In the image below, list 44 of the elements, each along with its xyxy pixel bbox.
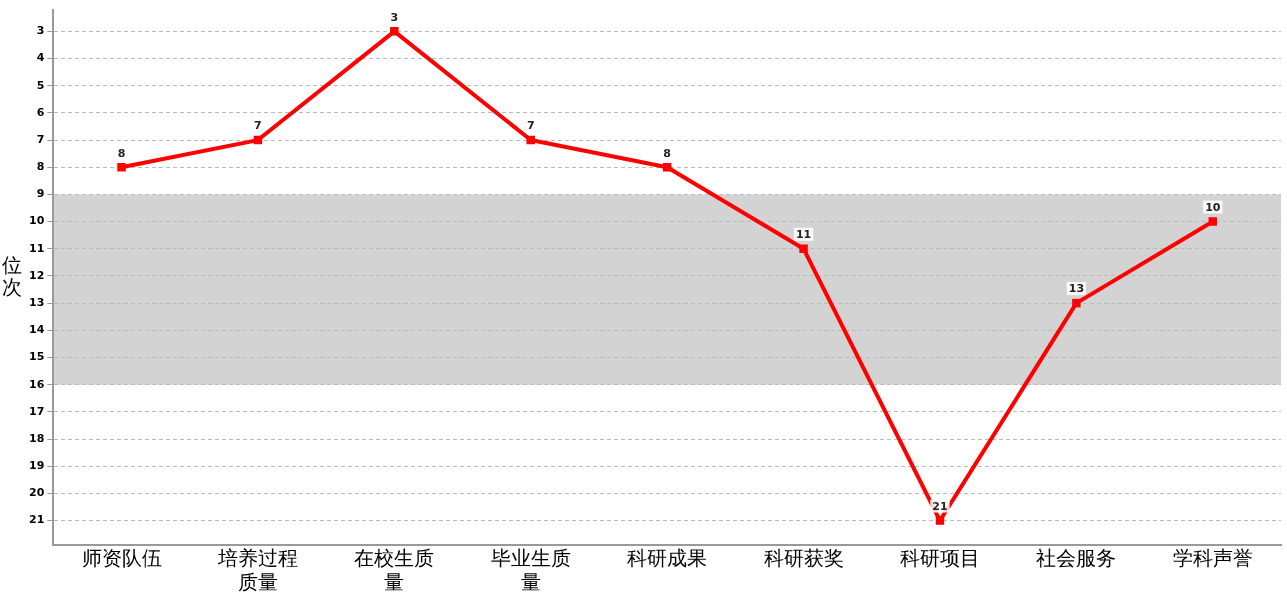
y-tick-label: 12 — [29, 268, 45, 282]
point — [1208, 217, 1218, 226]
y-tick-label: 18 — [29, 431, 45, 445]
y-tick-label: 13 — [29, 295, 45, 309]
y-tick-label: 8 — [36, 160, 45, 174]
x-tick-label: 科研成果 — [627, 546, 708, 571]
y-tick-label: 3 — [36, 24, 45, 38]
x-tick-label: 社会服务 — [1036, 546, 1117, 571]
y-tick-label: 10 — [29, 214, 45, 228]
x-tick-label: 学科声誉 — [1172, 546, 1253, 571]
x-tick-label: 在校生质量 — [354, 546, 435, 595]
x-tick-label: 毕业生质量 — [490, 546, 571, 595]
y-tick-label: 11 — [29, 241, 45, 255]
x-tick-label: 师资队伍 — [81, 546, 162, 571]
y-tick-label: 6 — [36, 105, 45, 119]
data-label: 8 — [117, 146, 126, 160]
data-label: 3 — [390, 10, 399, 24]
data-label: 7 — [526, 119, 535, 133]
point — [799, 244, 808, 254]
point — [390, 27, 399, 36]
data-label: 10 — [1205, 200, 1221, 214]
y-tick-label: 16 — [29, 377, 45, 391]
y-tick-label: 19 — [29, 459, 45, 473]
y-tick-label: 17 — [29, 404, 45, 418]
y-tick-label: 5 — [36, 78, 45, 92]
point — [935, 516, 945, 525]
data-label: 11 — [795, 228, 812, 242]
data-label: 7 — [254, 119, 262, 133]
y-tick-label: 7 — [36, 132, 45, 146]
point — [1072, 298, 1081, 308]
y-tick-label: 9 — [36, 187, 45, 201]
x-tick-label: 科研项目 — [899, 546, 980, 571]
data-label: 8 — [663, 146, 671, 160]
y-tick-label: 14 — [29, 323, 45, 337]
data-label: 13 — [1068, 282, 1085, 296]
y-tick-label: 20 — [29, 486, 45, 500]
y-tick-label: 4 — [36, 51, 45, 65]
y-tick-label: 15 — [29, 350, 45, 364]
y-tick-label: 21 — [29, 513, 45, 527]
x-tick-label: 科研获奖 — [763, 546, 844, 571]
x-tick-label: 培养过程质量 — [216, 546, 298, 595]
data-label: 21 — [932, 499, 948, 513]
y-axis-title: 位次 — [2, 252, 22, 299]
point — [117, 162, 126, 172]
